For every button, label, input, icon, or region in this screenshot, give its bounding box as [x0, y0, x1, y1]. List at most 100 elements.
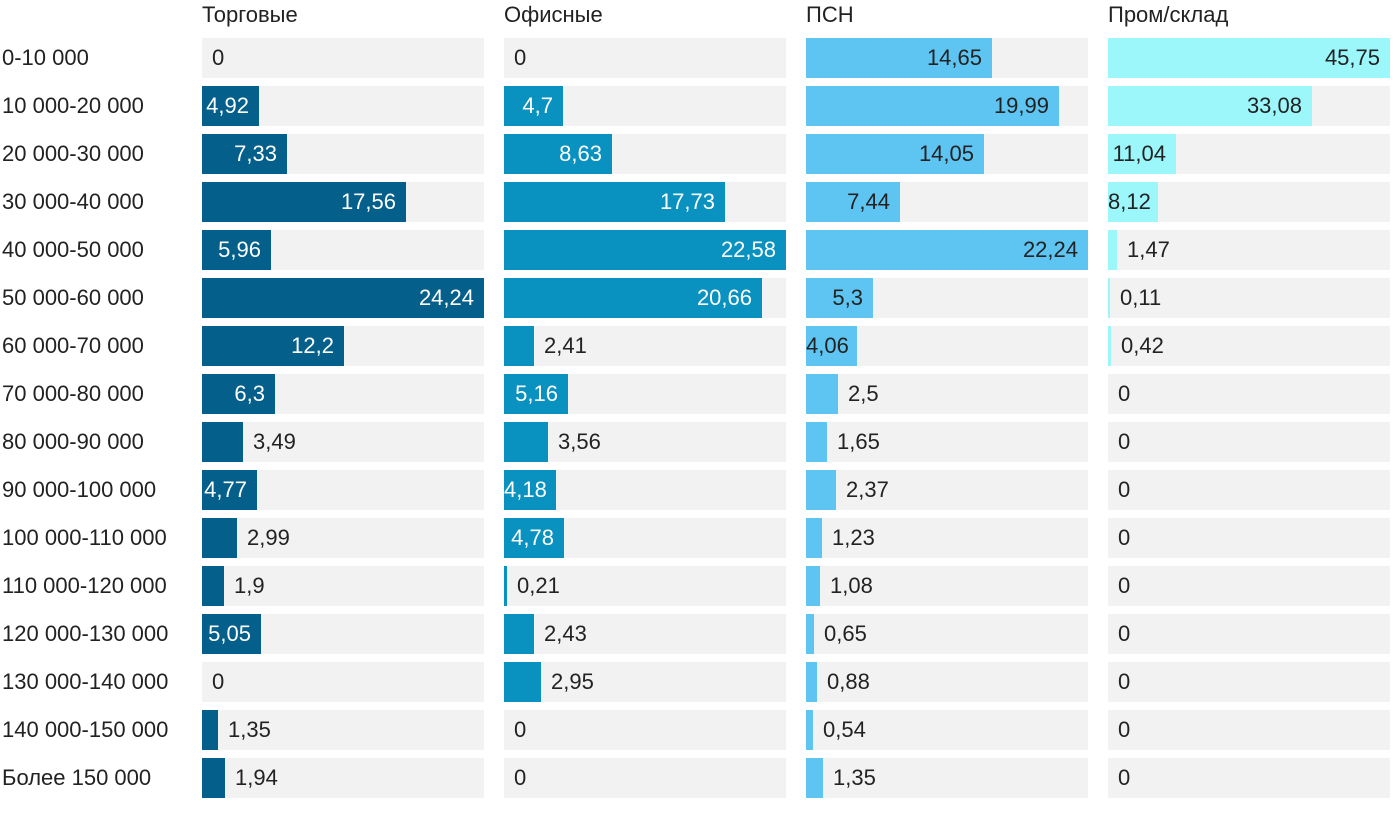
- bar: [806, 182, 900, 222]
- value-label: 1,35: [228, 717, 271, 742]
- series-title: Торговые: [202, 2, 298, 27]
- value-label: 17,73: [659, 189, 715, 214]
- value-label: 3,56: [558, 429, 601, 454]
- value-label: 1,08: [830, 573, 873, 598]
- bar: [806, 566, 820, 606]
- value-label: 4,7: [522, 93, 553, 118]
- bar: [202, 326, 344, 366]
- bar: [504, 278, 762, 318]
- category-label: 20 000-30 000: [2, 141, 144, 166]
- value-label: 0: [1118, 621, 1131, 646]
- bar: [806, 230, 1088, 270]
- bar-track: [202, 758, 484, 798]
- category-label: 120 000-130 000: [2, 621, 169, 646]
- category-label: 130 000-140 000: [2, 669, 169, 694]
- value-label: 5,96: [218, 237, 261, 262]
- bar-track: [1108, 518, 1390, 558]
- bar: [504, 134, 612, 174]
- bar-track: [1108, 230, 1390, 270]
- bar: [504, 86, 563, 126]
- bar: [202, 374, 275, 414]
- bar-track: [1108, 422, 1390, 462]
- bar-track: [1108, 710, 1390, 750]
- value-label: 0: [1118, 477, 1131, 502]
- value-label: 0: [1118, 669, 1131, 694]
- bar: [202, 758, 225, 798]
- value-label: 14,05: [918, 141, 974, 166]
- bar-track: [1108, 374, 1390, 414]
- bar-track: [806, 614, 1088, 654]
- bar: [806, 710, 813, 750]
- value-label: 4,78: [511, 525, 554, 550]
- category-label: 30 000-40 000: [2, 189, 144, 214]
- bar: [504, 470, 556, 510]
- bar-track: [504, 38, 786, 78]
- bar-track: [202, 566, 484, 606]
- value-label: 4,06: [806, 333, 849, 358]
- bar-track: [1108, 326, 1390, 366]
- value-label: 33,08: [1246, 93, 1302, 118]
- bar-track: [504, 422, 786, 462]
- value-label: 0,54: [823, 717, 866, 742]
- bar: [202, 566, 224, 606]
- bar: [202, 710, 218, 750]
- bar: [202, 182, 406, 222]
- bar: [806, 470, 836, 510]
- value-label: 2,37: [846, 477, 889, 502]
- value-label: 0: [1118, 525, 1131, 550]
- bar-track: [1108, 614, 1390, 654]
- bar-track: [806, 518, 1088, 558]
- bar: [1108, 134, 1176, 174]
- bar-track: [806, 422, 1088, 462]
- bar: [806, 758, 823, 798]
- value-label: 1,9: [234, 573, 265, 598]
- bar: [1108, 230, 1117, 270]
- bar: [504, 182, 725, 222]
- value-label: 0: [514, 765, 527, 790]
- value-label: 19,99: [993, 93, 1049, 118]
- value-label: 0,88: [827, 669, 870, 694]
- value-label: 12,2: [291, 333, 334, 358]
- category-label: 50 000-60 000: [2, 285, 144, 310]
- value-label: 2,99: [247, 525, 290, 550]
- category-label: 0-10 000: [2, 45, 89, 70]
- bar: [202, 518, 237, 558]
- bar: [202, 134, 287, 174]
- value-label: 22,24: [1022, 237, 1078, 262]
- value-label: 5,16: [515, 381, 558, 406]
- bar-track: [202, 38, 484, 78]
- bar: [806, 86, 1059, 126]
- bar-track: [806, 710, 1088, 750]
- bar-track: [806, 374, 1088, 414]
- bar-track: [504, 614, 786, 654]
- value-label: 24,24: [418, 285, 474, 310]
- bar: [504, 662, 541, 702]
- value-label: 6,3: [234, 381, 265, 406]
- bar: [806, 326, 857, 366]
- bar: [504, 230, 786, 270]
- category-label: 70 000-80 000: [2, 381, 144, 406]
- bar: [504, 326, 534, 366]
- value-label: 0: [212, 669, 225, 694]
- category-label: Более 150 000: [2, 765, 152, 790]
- bar: [202, 278, 484, 318]
- value-label: 14,65: [926, 45, 982, 70]
- series-title: Пром/склад: [1108, 2, 1229, 27]
- bar-track: [504, 326, 786, 366]
- bar-track: [202, 518, 484, 558]
- bar: [806, 134, 984, 174]
- value-label: 0,21: [517, 573, 560, 598]
- bar-track: [202, 662, 484, 702]
- value-label: 1,47: [1127, 237, 1170, 262]
- bar-track: [806, 566, 1088, 606]
- bar: [1108, 182, 1158, 222]
- value-label: 1,35: [833, 765, 876, 790]
- value-label: 1,94: [235, 765, 278, 790]
- bar-track: [1108, 758, 1390, 798]
- bar-track: [806, 758, 1088, 798]
- value-label: 11,04: [1112, 141, 1166, 166]
- bar-track: [504, 758, 786, 798]
- value-label: 17,56: [340, 189, 396, 214]
- bar: [806, 614, 814, 654]
- bar-track: [202, 710, 484, 750]
